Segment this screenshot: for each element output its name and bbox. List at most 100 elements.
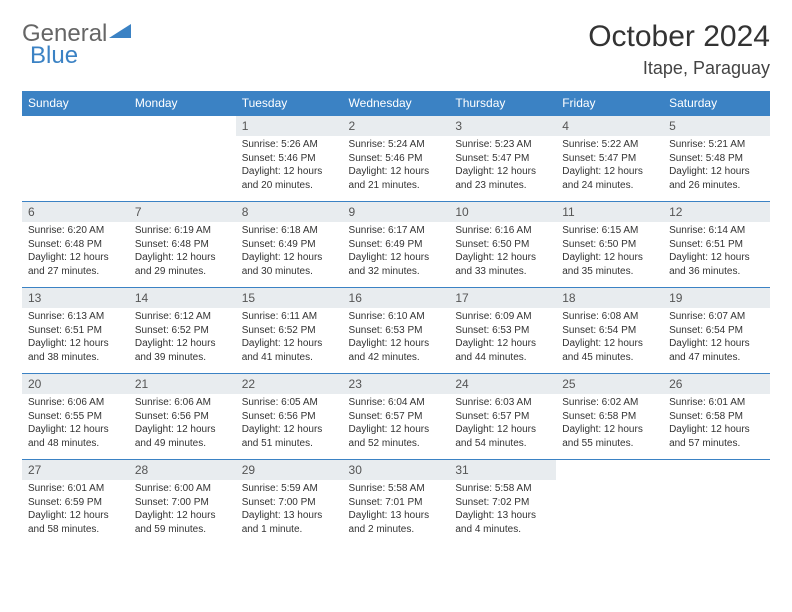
sunset-text: Sunset: 5:46 PM — [242, 152, 337, 166]
sunrise-text: Sunrise: 6:19 AM — [135, 224, 230, 238]
daylight-text: and 41 minutes. — [242, 351, 337, 365]
daylight-text: and 27 minutes. — [28, 265, 123, 279]
daylight-text: and 49 minutes. — [135, 437, 230, 451]
calendar-day-cell: 9Sunrise: 6:17 AMSunset: 6:49 PMDaylight… — [343, 202, 450, 288]
daylight-text: and 48 minutes. — [28, 437, 123, 451]
daylight-text: Daylight: 12 hours — [455, 337, 550, 351]
sunset-text: Sunset: 7:02 PM — [455, 496, 550, 510]
sunrise-text: Sunrise: 6:15 AM — [562, 224, 657, 238]
calendar-week-row: 13Sunrise: 6:13 AMSunset: 6:51 PMDayligh… — [22, 288, 770, 374]
sunset-text: Sunset: 6:48 PM — [135, 238, 230, 252]
sunrise-text: Sunrise: 6:13 AM — [28, 310, 123, 324]
daylight-text: Daylight: 12 hours — [669, 165, 764, 179]
daylight-text: and 4 minutes. — [455, 523, 550, 537]
day-number: 11 — [556, 202, 663, 222]
sunrise-text: Sunrise: 6:10 AM — [349, 310, 444, 324]
day-number: 1 — [236, 116, 343, 136]
daylight-text: and 35 minutes. — [562, 265, 657, 279]
logo-text-2: Blue — [30, 42, 78, 70]
calendar-day-cell: 31Sunrise: 5:58 AMSunset: 7:02 PMDayligh… — [449, 460, 556, 546]
sunset-text: Sunset: 6:52 PM — [242, 324, 337, 338]
calendar-day-cell: 7Sunrise: 6:19 AMSunset: 6:48 PMDaylight… — [129, 202, 236, 288]
sunrise-text: Sunrise: 6:12 AM — [135, 310, 230, 324]
location-label: Itape, Paraguay — [588, 58, 770, 79]
daylight-text: Daylight: 12 hours — [135, 337, 230, 351]
day-number: 18 — [556, 288, 663, 308]
sunset-text: Sunset: 6:54 PM — [669, 324, 764, 338]
sunset-text: Sunset: 6:56 PM — [135, 410, 230, 424]
day-number: 4 — [556, 116, 663, 136]
calendar-day-cell: 25Sunrise: 6:02 AMSunset: 6:58 PMDayligh… — [556, 374, 663, 460]
sunset-text: Sunset: 6:48 PM — [28, 238, 123, 252]
day-details: Sunrise: 6:01 AMSunset: 6:58 PMDaylight:… — [663, 394, 770, 454]
calendar-day-cell: 18Sunrise: 6:08 AMSunset: 6:54 PMDayligh… — [556, 288, 663, 374]
day-number: 13 — [22, 288, 129, 308]
daylight-text: Daylight: 12 hours — [455, 165, 550, 179]
day-number: 2 — [343, 116, 450, 136]
calendar-day-cell: 28Sunrise: 6:00 AMSunset: 7:00 PMDayligh… — [129, 460, 236, 546]
daylight-text: and 21 minutes. — [349, 179, 444, 193]
sunrise-text: Sunrise: 5:58 AM — [455, 482, 550, 496]
daylight-text: and 58 minutes. — [28, 523, 123, 537]
logo-triangle-icon — [109, 17, 131, 45]
day-details: Sunrise: 6:13 AMSunset: 6:51 PMDaylight:… — [22, 308, 129, 368]
daylight-text: and 36 minutes. — [669, 265, 764, 279]
calendar-day-cell: 26Sunrise: 6:01 AMSunset: 6:58 PMDayligh… — [663, 374, 770, 460]
day-number: 17 — [449, 288, 556, 308]
daylight-text: and 54 minutes. — [455, 437, 550, 451]
sunrise-text: Sunrise: 5:26 AM — [242, 138, 337, 152]
day-number: 15 — [236, 288, 343, 308]
day-details: Sunrise: 6:10 AMSunset: 6:53 PMDaylight:… — [343, 308, 450, 368]
day-number: 22 — [236, 374, 343, 394]
daylight-text: Daylight: 12 hours — [669, 423, 764, 437]
sunset-text: Sunset: 6:57 PM — [349, 410, 444, 424]
day-details: Sunrise: 6:08 AMSunset: 6:54 PMDaylight:… — [556, 308, 663, 368]
daylight-text: Daylight: 12 hours — [242, 251, 337, 265]
day-number: 24 — [449, 374, 556, 394]
sunset-text: Sunset: 6:49 PM — [242, 238, 337, 252]
sunset-text: Sunset: 5:48 PM — [669, 152, 764, 166]
sunrise-text: Sunrise: 6:06 AM — [28, 396, 123, 410]
day-details: Sunrise: 6:07 AMSunset: 6:54 PMDaylight:… — [663, 308, 770, 368]
calendar-week-row: 20Sunrise: 6:06 AMSunset: 6:55 PMDayligh… — [22, 374, 770, 460]
daylight-text: and 51 minutes. — [242, 437, 337, 451]
sunset-text: Sunset: 6:56 PM — [242, 410, 337, 424]
day-details: Sunrise: 6:00 AMSunset: 7:00 PMDaylight:… — [129, 480, 236, 540]
daylight-text: Daylight: 12 hours — [349, 337, 444, 351]
day-number: 27 — [22, 460, 129, 480]
sunrise-text: Sunrise: 5:59 AM — [242, 482, 337, 496]
sunrise-text: Sunrise: 6:07 AM — [669, 310, 764, 324]
daylight-text: and 32 minutes. — [349, 265, 444, 279]
header: General October 2024 Itape, Paraguay — [22, 20, 770, 79]
calendar-header-row: SundayMondayTuesdayWednesdayThursdayFrid… — [22, 91, 770, 116]
sunset-text: Sunset: 5:46 PM — [349, 152, 444, 166]
day-number: 7 — [129, 202, 236, 222]
calendar-day-cell: 8Sunrise: 6:18 AMSunset: 6:49 PMDaylight… — [236, 202, 343, 288]
day-details: Sunrise: 6:09 AMSunset: 6:53 PMDaylight:… — [449, 308, 556, 368]
daylight-text: Daylight: 12 hours — [28, 423, 123, 437]
day-details: Sunrise: 6:14 AMSunset: 6:51 PMDaylight:… — [663, 222, 770, 282]
daylight-text: Daylight: 12 hours — [135, 423, 230, 437]
daylight-text: Daylight: 12 hours — [562, 337, 657, 351]
daylight-text: Daylight: 12 hours — [562, 423, 657, 437]
day-details: Sunrise: 6:17 AMSunset: 6:49 PMDaylight:… — [343, 222, 450, 282]
day-number: 31 — [449, 460, 556, 480]
calendar-page: General October 2024 Itape, Paraguay Blu… — [0, 0, 792, 612]
weekday-header: Wednesday — [343, 91, 450, 116]
day-number: 23 — [343, 374, 450, 394]
day-number: 29 — [236, 460, 343, 480]
sunrise-text: Sunrise: 6:14 AM — [669, 224, 764, 238]
daylight-text: Daylight: 13 hours — [349, 509, 444, 523]
calendar-empty-cell — [663, 460, 770, 546]
page-title: October 2024 — [588, 20, 770, 54]
sunrise-text: Sunrise: 6:01 AM — [669, 396, 764, 410]
calendar-day-cell: 1Sunrise: 5:26 AMSunset: 5:46 PMDaylight… — [236, 116, 343, 202]
calendar-day-cell: 2Sunrise: 5:24 AMSunset: 5:46 PMDaylight… — [343, 116, 450, 202]
day-number: 26 — [663, 374, 770, 394]
day-number: 12 — [663, 202, 770, 222]
sunrise-text: Sunrise: 6:01 AM — [28, 482, 123, 496]
calendar-week-row: 6Sunrise: 6:20 AMSunset: 6:48 PMDaylight… — [22, 202, 770, 288]
sunset-text: Sunset: 6:53 PM — [455, 324, 550, 338]
sunrise-text: Sunrise: 5:58 AM — [349, 482, 444, 496]
day-details: Sunrise: 6:05 AMSunset: 6:56 PMDaylight:… — [236, 394, 343, 454]
